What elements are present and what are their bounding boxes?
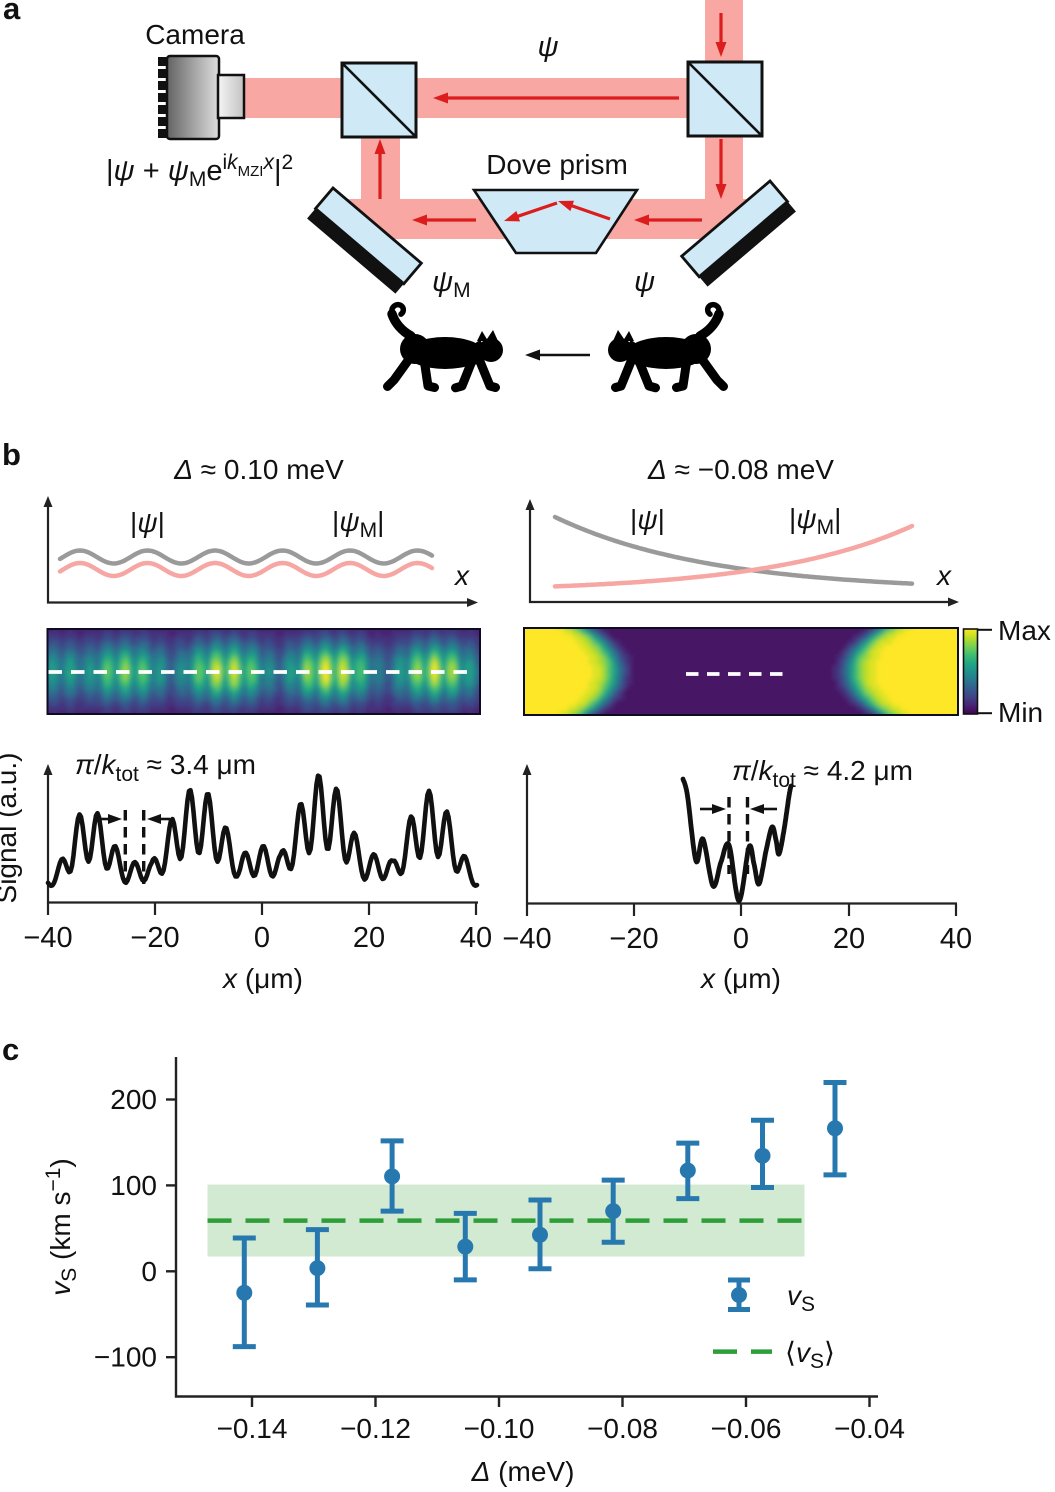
svg-text:ψ: ψ [537, 31, 558, 63]
svg-text:−40: −40 [23, 922, 72, 954]
svg-text:100: 100 [110, 1170, 157, 1201]
svg-text:−0.08: −0.08 [587, 1413, 658, 1444]
svg-text:a: a [3, 0, 21, 26]
svg-text:Signal (a.u.): Signal (a.u.) [0, 753, 22, 904]
svg-text:−40: −40 [502, 923, 551, 955]
svg-text:⟨vS⟩: ⟨vS⟩ [785, 1337, 835, 1373]
svg-text:|ψ|: |ψ| [630, 504, 665, 535]
svg-text:x: x [453, 560, 470, 591]
svg-text:−100: −100 [94, 1342, 157, 1373]
svg-text:x (μm): x (μm) [699, 963, 781, 994]
svg-text:Dove prism: Dove prism [486, 149, 628, 180]
svg-text:Δ ≈ 0.10 meV: Δ ≈ 0.10 meV [173, 454, 344, 485]
svg-text:π/ktot ≈ 4.2 μm: π/ktot ≈ 4.2 μm [732, 755, 913, 792]
svg-text:ψ: ψ [634, 266, 655, 298]
svg-text:|ψM|: |ψM| [789, 503, 841, 539]
svg-text:20: 20 [833, 923, 865, 955]
svg-text:Δ ≈ −0.08 meV: Δ ≈ −0.08 meV [647, 454, 834, 485]
svg-text:Δ (meV): Δ (meV) [471, 1456, 575, 1487]
svg-text:x: x [935, 560, 952, 591]
svg-text:|ψM|: |ψM| [332, 506, 384, 542]
svg-text:−0.12: −0.12 [340, 1413, 411, 1444]
svg-text:−0.06: −0.06 [711, 1413, 782, 1444]
svg-text:Min: Min [998, 697, 1043, 728]
svg-text:0: 0 [254, 922, 270, 954]
svg-text:x (μm): x (μm) [221, 963, 303, 994]
svg-text:b: b [2, 437, 21, 472]
svg-text:−20: −20 [609, 923, 658, 955]
svg-text:ψM: ψM [432, 266, 471, 302]
svg-text:−20: −20 [130, 922, 179, 954]
svg-text:−0.10: −0.10 [464, 1413, 535, 1444]
svg-text:π/ktot ≈ 3.4 μm: π/ktot ≈ 3.4 μm [75, 749, 256, 786]
svg-text:c: c [2, 1032, 19, 1067]
svg-text:200: 200 [110, 1084, 157, 1115]
svg-text:Camera: Camera [145, 19, 245, 50]
svg-text:40: 40 [460, 922, 492, 954]
svg-text:0: 0 [733, 923, 749, 955]
svg-text:0: 0 [141, 1256, 157, 1287]
svg-text:20: 20 [353, 922, 385, 954]
svg-text:−0.14: −0.14 [217, 1413, 288, 1444]
svg-text:40: 40 [940, 923, 972, 955]
svg-text:vS: vS [787, 1280, 815, 1316]
svg-text:vS (km s−1): vS (km s−1) [42, 1158, 81, 1296]
svg-text:|ψ|: |ψ| [130, 507, 165, 538]
svg-text:−0.04: −0.04 [834, 1413, 905, 1444]
svg-text:Max: Max [998, 615, 1051, 646]
